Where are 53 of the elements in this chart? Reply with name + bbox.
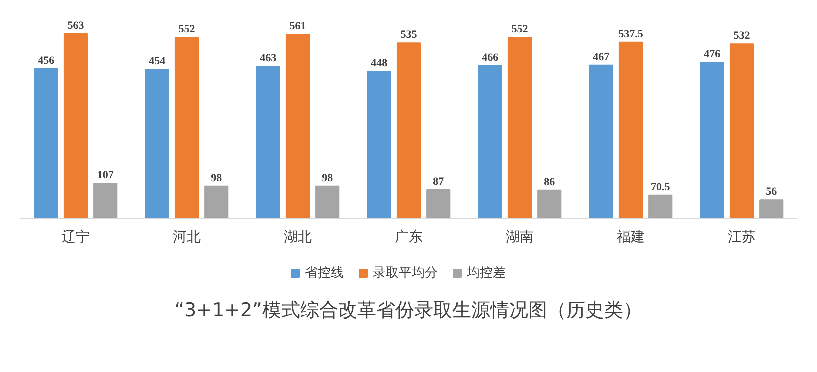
bar — [94, 182, 118, 220]
data-label: 463 — [260, 52, 278, 65]
data-label: 476 — [704, 48, 722, 60]
bar — [34, 68, 58, 220]
bar — [316, 186, 340, 220]
data-label: 467 — [593, 51, 610, 64]
data-label: 87 — [433, 176, 445, 188]
data-label: 56 — [766, 186, 778, 198]
data-label: 98 — [211, 172, 223, 184]
x-tick-label: 福建 — [617, 230, 645, 246]
bar — [478, 65, 502, 220]
bar — [174, 37, 200, 220]
data-label: 448 — [371, 58, 388, 70]
text: “3+1+2”模式综合改革省份录取生源情况图（历史类） — [174, 300, 642, 322]
x-tick-label: 辽宁 — [62, 230, 90, 246]
data-label: 537.5 — [618, 28, 644, 40]
bar — [426, 190, 451, 220]
bar — [589, 64, 614, 220]
bar — [618, 42, 644, 220]
bar — [256, 66, 280, 220]
bar — [286, 34, 310, 220]
data-label: 86 — [544, 176, 556, 188]
bar — [396, 42, 422, 220]
data-label: 552 — [178, 24, 196, 36]
x-tick-label: 江苏 — [728, 230, 756, 246]
bar — [730, 44, 754, 220]
bar — [700, 62, 724, 220]
bar — [145, 69, 170, 220]
x-tick-label: 河北 — [173, 230, 201, 246]
data-label: 532 — [734, 30, 751, 42]
data-label: 107 — [97, 169, 114, 182]
data-label: 70.5 — [650, 181, 671, 194]
x-tick-label: 广东 — [395, 230, 423, 246]
legend-label: 省控线 — [305, 265, 344, 282]
bar — [367, 71, 392, 220]
legend-label: 均控差 — [467, 265, 506, 282]
data-label: 454 — [149, 56, 166, 68]
x-tick-label: 湖南 — [506, 230, 534, 246]
data-label: 552 — [512, 24, 529, 36]
data-label: 98 — [322, 172, 334, 184]
bar — [204, 186, 229, 220]
x-tick-label: 湖北 — [284, 230, 312, 246]
data-label: 561 — [290, 20, 306, 33]
data-label: 456 — [38, 55, 56, 68]
data-label: 563 — [68, 20, 85, 32]
bar — [64, 33, 88, 220]
bar — [760, 200, 784, 220]
bar — [648, 194, 673, 220]
legend-label: 录取平均分 — [373, 265, 438, 282]
data-label: 466 — [482, 52, 500, 64]
bar — [538, 190, 562, 220]
bar — [508, 37, 532, 220]
data-label: 535 — [400, 29, 418, 42]
